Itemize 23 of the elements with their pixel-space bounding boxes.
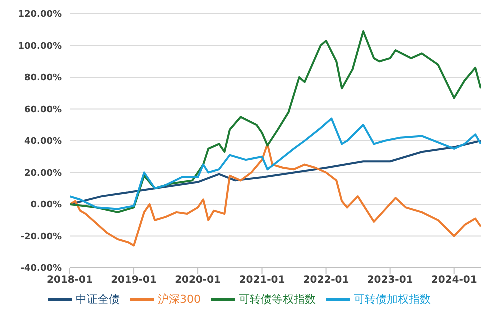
y-tick-label: 120.00% [18,10,62,20]
x-tick-label: 2020-01 [175,275,222,286]
legend-label: 可转债加权指数 [354,293,431,306]
line-series [70,118,481,210]
line-series [70,143,481,247]
legend-label: 中证全债 [76,293,120,306]
x-tick-label: 2019-01 [111,275,158,286]
y-tick-label: -40.00% [20,264,62,274]
y-tick-label: 20.00% [24,168,62,179]
y-tick-label: 0.00% [30,200,62,211]
y-tick-label: 40.00% [24,137,62,148]
y-tick-label: -20.00% [20,232,62,242]
x-tick-label: 2021-01 [239,275,286,286]
x-tick-label: 2024-01 [431,275,478,286]
x-tick-label: 2023-01 [367,275,414,286]
y-tick-label: 60.00% [24,105,62,116]
y-tick-label: 100.00% [18,42,62,52]
y-tick-label: 80.00% [24,74,62,84]
x-tick-label: 2018-01 [47,275,93,286]
x-tick-label: 2022-01 [303,275,350,286]
line-series [70,30,481,214]
legend-label: 可转债等权指数 [239,293,316,306]
legend-label: 沪深300 [158,293,201,306]
